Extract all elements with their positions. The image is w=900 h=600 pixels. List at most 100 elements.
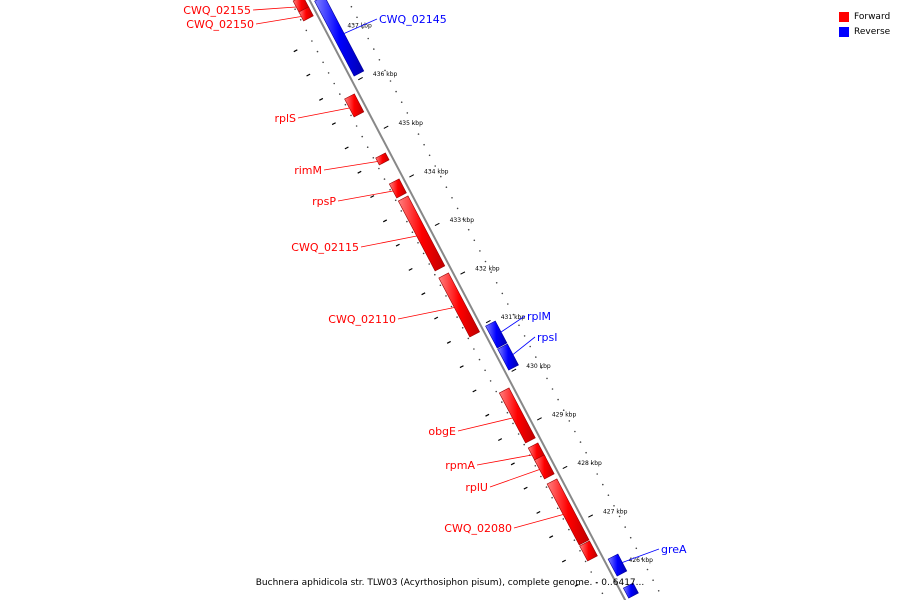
scale-tick-label: 428 kbp xyxy=(577,460,602,467)
minor-tick xyxy=(319,97,324,101)
forward-gene-arrow xyxy=(298,6,314,22)
minor-tick xyxy=(331,122,336,126)
guide-dot xyxy=(517,433,520,435)
scale-tick-label: 434 kbp xyxy=(424,168,449,175)
minor-tick xyxy=(510,462,515,466)
guide-dot xyxy=(473,239,476,242)
forward-gene-arrow xyxy=(388,178,407,199)
minor-tick xyxy=(459,365,464,369)
guide-dot xyxy=(394,199,397,202)
minor-tick xyxy=(395,243,400,247)
gene-label: obgE xyxy=(428,425,456,438)
guide-dot xyxy=(618,515,621,518)
guide-dot xyxy=(534,465,537,467)
minor-tick xyxy=(536,510,541,514)
guide-dot xyxy=(562,409,565,412)
guide-dot xyxy=(579,441,582,443)
minor-tick xyxy=(446,340,451,344)
gene-label: rplS xyxy=(274,112,296,125)
genome-backbone xyxy=(308,0,627,600)
scale-tick xyxy=(409,174,415,178)
guide-dot xyxy=(540,475,542,478)
guide-dot xyxy=(445,186,448,188)
guide-dot xyxy=(585,451,587,454)
guide-dot xyxy=(372,157,375,159)
reverse-gene-arrow xyxy=(607,553,628,577)
guide-dot xyxy=(366,146,369,148)
scale-tick xyxy=(588,514,593,518)
guide-dot xyxy=(641,558,643,560)
gene-leader-line xyxy=(360,235,417,248)
guide-dot xyxy=(339,93,341,95)
guide-dot xyxy=(322,61,324,64)
guide-dot xyxy=(646,568,649,571)
gene-label: greA xyxy=(661,543,687,556)
guide-dot xyxy=(440,175,442,178)
guide-dot xyxy=(344,103,347,106)
scale-tick xyxy=(358,77,363,81)
forward-gene-arrow xyxy=(375,152,390,166)
minor-tick xyxy=(523,486,528,490)
guide-dot xyxy=(652,579,654,581)
gene-label: rplM xyxy=(527,310,551,323)
forward-gene-arrow xyxy=(438,272,481,338)
guide-dot xyxy=(489,380,492,382)
guide-dot xyxy=(367,37,370,40)
guide-dot xyxy=(635,547,638,550)
scale-tick-label: 430 kbp xyxy=(526,363,551,370)
guide-dot xyxy=(523,443,525,446)
scale-tick-label: 436 kbp xyxy=(373,71,398,78)
scale-tick-label: 426 kbp xyxy=(629,557,654,564)
guide-dot xyxy=(624,526,626,528)
guide-dot xyxy=(428,154,431,157)
scale-tick xyxy=(460,271,466,275)
scale-tick xyxy=(562,465,568,470)
gene-leader-line xyxy=(513,514,564,529)
forward-gene-arrow xyxy=(546,478,590,546)
guide-dot xyxy=(294,8,296,10)
minor-tick xyxy=(293,49,298,53)
minor-tick xyxy=(472,389,477,393)
guide-dot xyxy=(411,231,414,233)
guide-dot xyxy=(590,462,593,465)
gene-leader-line xyxy=(297,107,350,119)
guide-dot xyxy=(417,133,420,135)
gene-label: CWQ_02110 xyxy=(328,313,396,326)
gene-label: rplU xyxy=(465,481,488,494)
guide-dot xyxy=(451,197,453,199)
scale-tick xyxy=(434,222,440,227)
minor-tick xyxy=(306,73,311,77)
scale-tick-label: 435 kbp xyxy=(398,120,423,127)
guide-dot xyxy=(423,143,425,146)
guide-dot xyxy=(400,101,403,103)
forward-gene-arrow xyxy=(344,93,365,118)
legend-forward-label: Forward xyxy=(854,11,891,22)
forward-gene-arrow xyxy=(534,454,555,480)
guide-dot xyxy=(327,72,330,74)
reverse-gene-arrow xyxy=(485,320,508,349)
guide-dot xyxy=(395,90,397,93)
minor-tick xyxy=(434,316,439,320)
guide-dot xyxy=(479,250,481,252)
legend-reverse-label: Reverse xyxy=(854,26,891,37)
minor-tick xyxy=(370,195,375,199)
gene-leader-line xyxy=(476,454,532,466)
scale-tick-label: 437 kbp xyxy=(347,23,372,30)
legend: Forward Reverse xyxy=(839,9,890,39)
minor-tick xyxy=(497,438,503,442)
guide-dot xyxy=(512,313,515,316)
guide-dot xyxy=(484,260,487,263)
guide-dot xyxy=(439,284,442,287)
reverse-gene-arrow xyxy=(622,582,639,599)
minor-tick xyxy=(549,535,554,539)
forward-gene-arrow xyxy=(397,195,446,272)
guide-dot xyxy=(445,295,447,297)
gene-leader-line xyxy=(500,315,526,333)
guide-dot xyxy=(333,82,336,85)
forward-guide-dots xyxy=(294,8,604,595)
minor-tick xyxy=(561,559,567,563)
guide-dot xyxy=(356,16,358,19)
guide-dot xyxy=(412,122,414,125)
guide-dot xyxy=(657,590,660,592)
